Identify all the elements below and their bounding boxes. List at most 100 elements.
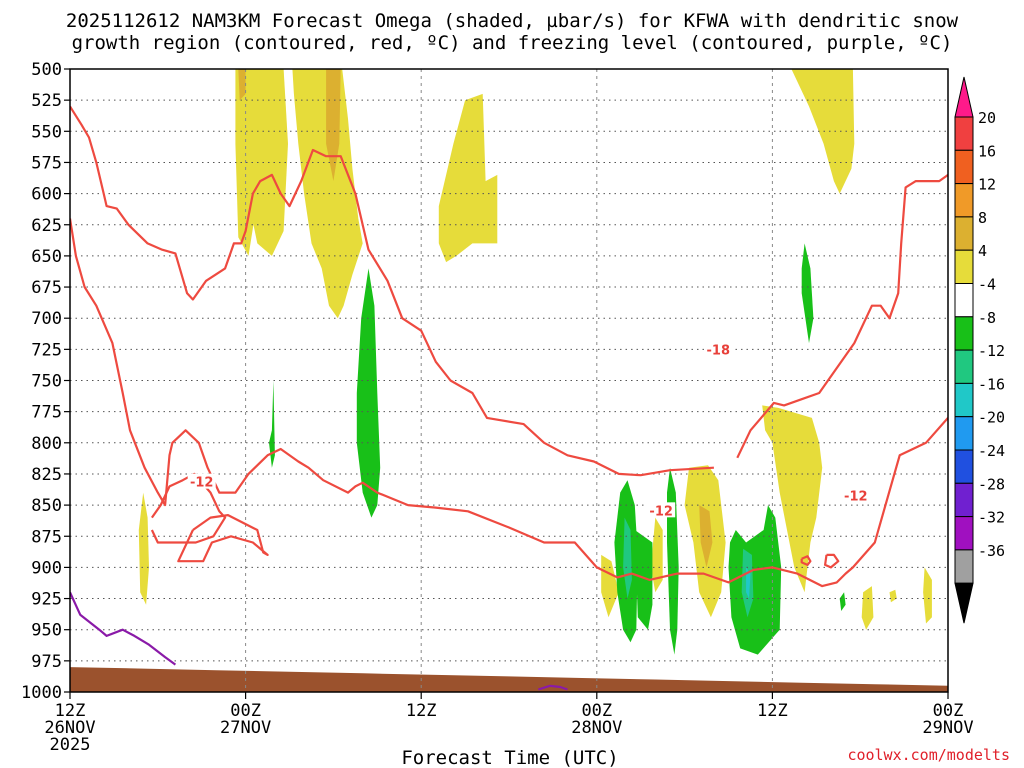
freezing-contour-1 [537, 684, 568, 691]
dendritic-contour-0 [70, 105, 714, 477]
terrain-band [70, 667, 948, 692]
omega-region-23 [839, 592, 846, 611]
omega-region-8 [650, 517, 663, 593]
y-tick-label: 800 [31, 434, 62, 454]
colorbar-label: -16 [978, 375, 1005, 393]
x-tick-label: 12Z [757, 701, 788, 721]
colorbar-label: -28 [978, 475, 1005, 493]
dendritic-contour-1 [736, 174, 948, 459]
chart-title-line-1: 2025112612 NAM3KM Forecast Omega (shaded… [66, 10, 959, 32]
colorbar-label: 16 [978, 142, 996, 160]
x-tick-label: 12Z [55, 701, 86, 721]
contour-label-1: -12 [190, 476, 214, 491]
y-tick-label: 525 [31, 91, 62, 111]
dendritic-contour-3 [150, 472, 227, 544]
colorbar-label: -20 [978, 409, 1005, 427]
x-tick-label: 00Z [933, 701, 964, 721]
y-axis: 500 525 550 575 600 625 650 675 700 725 750 775 800 8… [21, 60, 70, 703]
y-tick-label: 550 [31, 122, 62, 142]
omega-region-4 [791, 69, 855, 194]
x-tick-label: 12Z [406, 701, 437, 721]
y-tick-label: 825 [31, 465, 62, 485]
colorbar-box [954, 449, 974, 484]
dendritic-contour-2 [70, 218, 948, 588]
y-tick-label: 900 [31, 558, 62, 578]
y-tick-label: 850 [31, 496, 62, 516]
x-tick-label: 26NOV [44, 718, 95, 738]
omega-region-17 [269, 380, 275, 468]
contour-label-bg [841, 487, 870, 503]
dendritic-contour-6 [823, 553, 840, 569]
omega-region-11 [923, 567, 932, 624]
colorbar-box [954, 149, 974, 185]
colorbar-label: -24 [978, 442, 1005, 460]
colorbar-label: -12 [978, 342, 1005, 360]
omega-region-22 [728, 505, 782, 655]
x-tick-label: 28NOV [571, 718, 622, 738]
colorbar-box [954, 549, 974, 584]
chart-title-line-2: growth region (contoured, red, ºC) and f… [72, 32, 953, 54]
y-tick-label: 975 [31, 652, 62, 672]
y-tick-label: 625 [31, 216, 62, 236]
colorbar-box [954, 283, 974, 318]
colorbar-box [954, 183, 974, 218]
omega-region-5 [138, 492, 149, 605]
contour-layer: -18 -12 -12 -12 [70, 105, 948, 691]
contour-label-bg [704, 341, 733, 357]
colorbar-label: -8 [978, 309, 996, 327]
colorbar-label: -36 [978, 542, 1005, 560]
freezing-contour-0 [70, 591, 177, 666]
omega-region-12 [889, 589, 897, 603]
contour-label-bg [187, 473, 216, 489]
y-tick-label: 700 [31, 309, 62, 329]
omega-region-15 [699, 505, 713, 568]
omega-region-18 [801, 243, 814, 344]
x-tick-label: 2025 [50, 735, 91, 755]
colorbar-box [954, 516, 974, 551]
x-tick-label: 27NOV [220, 718, 271, 738]
omega-region-10 [861, 586, 874, 630]
omega-region-16 [356, 268, 381, 518]
x-tick-label: 00Z [230, 701, 261, 721]
colorbar-bottom-arrow [954, 582, 974, 624]
terrain-layer [70, 667, 948, 692]
colorbar-label: -32 [978, 509, 1005, 527]
omega-region-6 [762, 405, 823, 593]
y-tick-label: 925 [31, 590, 62, 610]
colorbar-box [954, 116, 974, 151]
y-tick-label: 675 [31, 278, 62, 298]
omega-region-20 [634, 530, 653, 630]
omega-region-1 [245, 69, 288, 256]
plot-frame [69, 68, 949, 693]
colorbar-box [954, 249, 974, 284]
colorbar-box [954, 216, 974, 251]
x-axis-label: Forecast Time (UTC) [401, 747, 618, 768]
y-tick-label: 600 [31, 185, 62, 205]
omega-region-21 [667, 467, 679, 655]
y-tick-label: 1000 [21, 683, 62, 703]
omega-region-14 [326, 69, 341, 182]
x-tick-label: 00Z [581, 701, 612, 721]
dendritic-contour-4 [177, 513, 269, 563]
colorbar-label: 12 [978, 176, 996, 194]
y-tick-label: 875 [31, 527, 62, 547]
colorbar-top-arrow [954, 76, 974, 118]
contour-label-3: -12 [844, 489, 868, 504]
omega-region-13 [238, 69, 246, 101]
y-tick-label: 500 [31, 60, 62, 80]
y-tick-label: 575 [31, 153, 62, 173]
y-tick-label: 950 [31, 621, 62, 641]
y-tick-label: 650 [31, 247, 62, 267]
colorbar-label: -4 [978, 276, 996, 294]
colorbar-box [954, 349, 974, 384]
colorbar-box [954, 382, 974, 418]
y-tick-label: 725 [31, 340, 62, 360]
colorbar-label: 8 [978, 209, 987, 227]
dendritic-contour-5 [800, 555, 812, 567]
y-tick-label: 775 [31, 403, 62, 423]
colorbar-label: 4 [978, 242, 987, 260]
colorbar: 20 16 12 8 4 -4 -8 -12 -16 -20 -24 -28 -32 -36 [954, 76, 1005, 624]
credit-text: coolwx.com/modelts [847, 746, 1010, 764]
contour-label-0: -18 [707, 344, 731, 359]
